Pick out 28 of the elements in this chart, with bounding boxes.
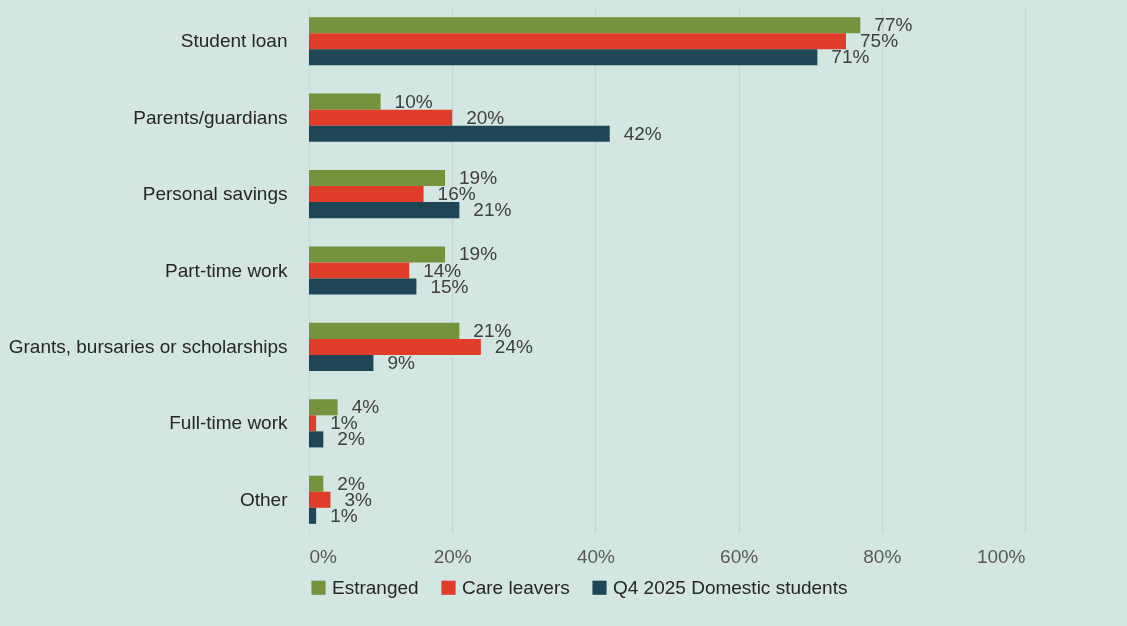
data-label: 21% [473,319,512,341]
x-tick-label: 0% [309,545,338,567]
data-label: 9% [387,351,416,373]
legend-label: Estranged [332,576,419,598]
data-label: 21% [473,199,512,221]
legend-label: Care leavers [462,576,570,598]
y-tick-label: Student loan [180,30,288,52]
data-label: 42% [623,122,662,144]
x-tick-label: 100% [976,545,1026,567]
data-label: 16% [437,183,476,205]
y-tick-label: Other [239,488,289,510]
legend-label: Q4 2025 Domestic students [613,576,848,598]
data-label: 2% [337,428,365,450]
data-label: 19% [459,243,498,265]
y-tick-label: Personal savings [142,183,288,205]
data-label: 10% [394,90,433,112]
data-label: 14% [423,259,462,281]
y-tick-label: Parents/guardians [133,106,288,128]
x-tick-label: 20% [433,545,472,567]
data-label: 71% [831,46,870,68]
x-tick-label: 80% [863,545,902,567]
y-tick-label: Grants, bursaries or scholarships [8,335,288,357]
x-tick-label: 40% [576,545,616,567]
data-label: 20% [466,106,505,128]
y-tick-label: Full-time work [169,412,288,434]
y-tick-label: Part-time work [165,259,288,281]
x-tick-label: 60% [720,545,759,567]
data-label: 2% [337,472,365,494]
